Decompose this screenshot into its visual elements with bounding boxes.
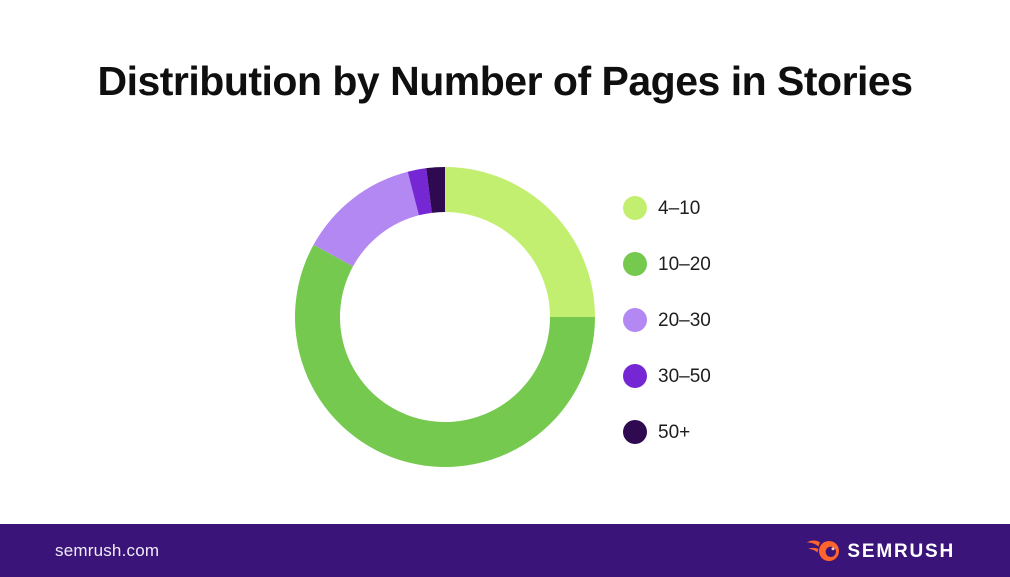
legend-swatch-icon	[623, 420, 647, 444]
donut-segment-10–20	[295, 244, 595, 467]
footer-bar: semrush.com SEMRUSH	[0, 524, 1010, 577]
legend-item-10–20: 10–20	[623, 252, 711, 276]
legend-swatch-icon	[623, 196, 647, 220]
semrush-logo: SEMRUSH	[806, 538, 955, 563]
donut-segment-20–30	[313, 171, 419, 267]
chart-title: Distribution by Number of Pages in Stori…	[97, 58, 913, 104]
donut-segment-30–50	[407, 168, 432, 216]
legend-item-30–50: 30–50	[623, 364, 711, 388]
legend-swatch-icon	[623, 308, 647, 332]
legend-swatch-icon	[623, 252, 647, 276]
semrush-flame-icon	[807, 540, 840, 561]
legend-label: 30–50	[658, 366, 711, 387]
chart-legend: 4–10 10–20 20–30 30–50 50+	[623, 196, 711, 476]
donut-chart	[295, 167, 595, 467]
semrush-wordmark: SEMRUSH	[847, 540, 955, 562]
legend-label: 4–10	[658, 198, 701, 219]
donut-segment-50+	[426, 167, 445, 213]
legend-swatch-icon	[623, 364, 647, 388]
footer-site-label: semrush.com	[55, 540, 160, 560]
legend-item-50+: 50+	[623, 420, 711, 444]
legend-item-4–10: 4–10	[623, 196, 711, 220]
legend-label: 10–20	[658, 254, 711, 275]
donut-segment-4–10	[445, 167, 595, 317]
legend-label: 50+	[658, 422, 691, 443]
donut-chart-svg	[295, 167, 595, 467]
legend-label: 20–30	[658, 310, 711, 331]
legend-item-20–30: 20–30	[623, 308, 711, 332]
